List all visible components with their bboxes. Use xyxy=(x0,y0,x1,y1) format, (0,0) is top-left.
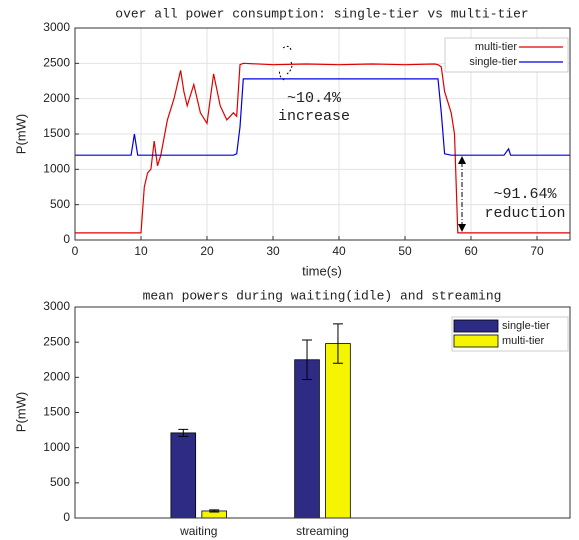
x-tick-label: 60 xyxy=(464,244,478,258)
y-tick-label: 500 xyxy=(50,197,70,211)
y-tick-label: 500 xyxy=(50,475,70,489)
y-tick-label: 1000 xyxy=(43,440,70,454)
annotation: ~91.64% xyxy=(493,186,557,203)
legend-label: single-tier xyxy=(502,320,550,332)
y-tick-label: 2500 xyxy=(43,334,70,348)
y-tick-label: 1500 xyxy=(43,405,70,419)
bar xyxy=(170,432,197,519)
error-bar xyxy=(209,509,220,513)
x-tick-label: 30 xyxy=(266,244,280,258)
chart-title: mean powers during waiting(idle) and str… xyxy=(143,288,502,303)
legend-label: multi-tier xyxy=(475,41,518,53)
y-tick-label: 0 xyxy=(63,510,70,524)
y-tick-label: 2000 xyxy=(43,370,70,384)
y-tick-label: 2000 xyxy=(43,91,70,105)
bar xyxy=(294,359,320,519)
y-tick-label: 3000 xyxy=(43,20,70,34)
line-series xyxy=(75,62,570,234)
y-tick-label: 2500 xyxy=(43,56,70,70)
annotation: ~10.4% xyxy=(287,90,342,107)
y-axis-label: P(mW) xyxy=(13,114,28,154)
legend-swatch xyxy=(453,319,499,333)
x-axis-label: time(s) xyxy=(302,263,342,278)
legend-label: multi-tier xyxy=(502,335,545,347)
x-tick-label: streaming xyxy=(296,524,349,538)
legend-label: single-tier xyxy=(469,56,517,68)
y-axis-label: P(mW) xyxy=(13,392,28,432)
annotation-arrow xyxy=(279,45,293,81)
y-tick-label: 1000 xyxy=(43,162,70,176)
x-tick-label: 10 xyxy=(134,244,148,258)
error-bar xyxy=(332,323,343,364)
plot-frame xyxy=(74,306,571,519)
legend-swatch xyxy=(453,334,499,348)
x-tick-label: 0 xyxy=(72,244,79,258)
arrow-head xyxy=(458,156,466,232)
x-tick-label: waiting xyxy=(179,524,217,538)
line-series xyxy=(75,78,570,156)
error-bar xyxy=(302,339,313,380)
x-tick-label: 40 xyxy=(332,244,346,258)
chart-title: over all power consumption: single-tier … xyxy=(115,6,528,21)
x-tick-label: 70 xyxy=(530,244,544,258)
x-tick-label: 50 xyxy=(398,244,412,258)
y-tick-label: 0 xyxy=(63,232,70,246)
x-tick-label: 20 xyxy=(200,244,214,258)
y-tick-label: 3000 xyxy=(43,299,70,313)
bar xyxy=(325,343,351,519)
annotation: increase xyxy=(278,108,350,125)
y-tick-label: 1500 xyxy=(43,126,70,140)
legend-box xyxy=(444,37,569,73)
plot-frame xyxy=(74,27,571,241)
error-bar xyxy=(178,428,189,437)
annotation: reduction xyxy=(484,205,565,222)
